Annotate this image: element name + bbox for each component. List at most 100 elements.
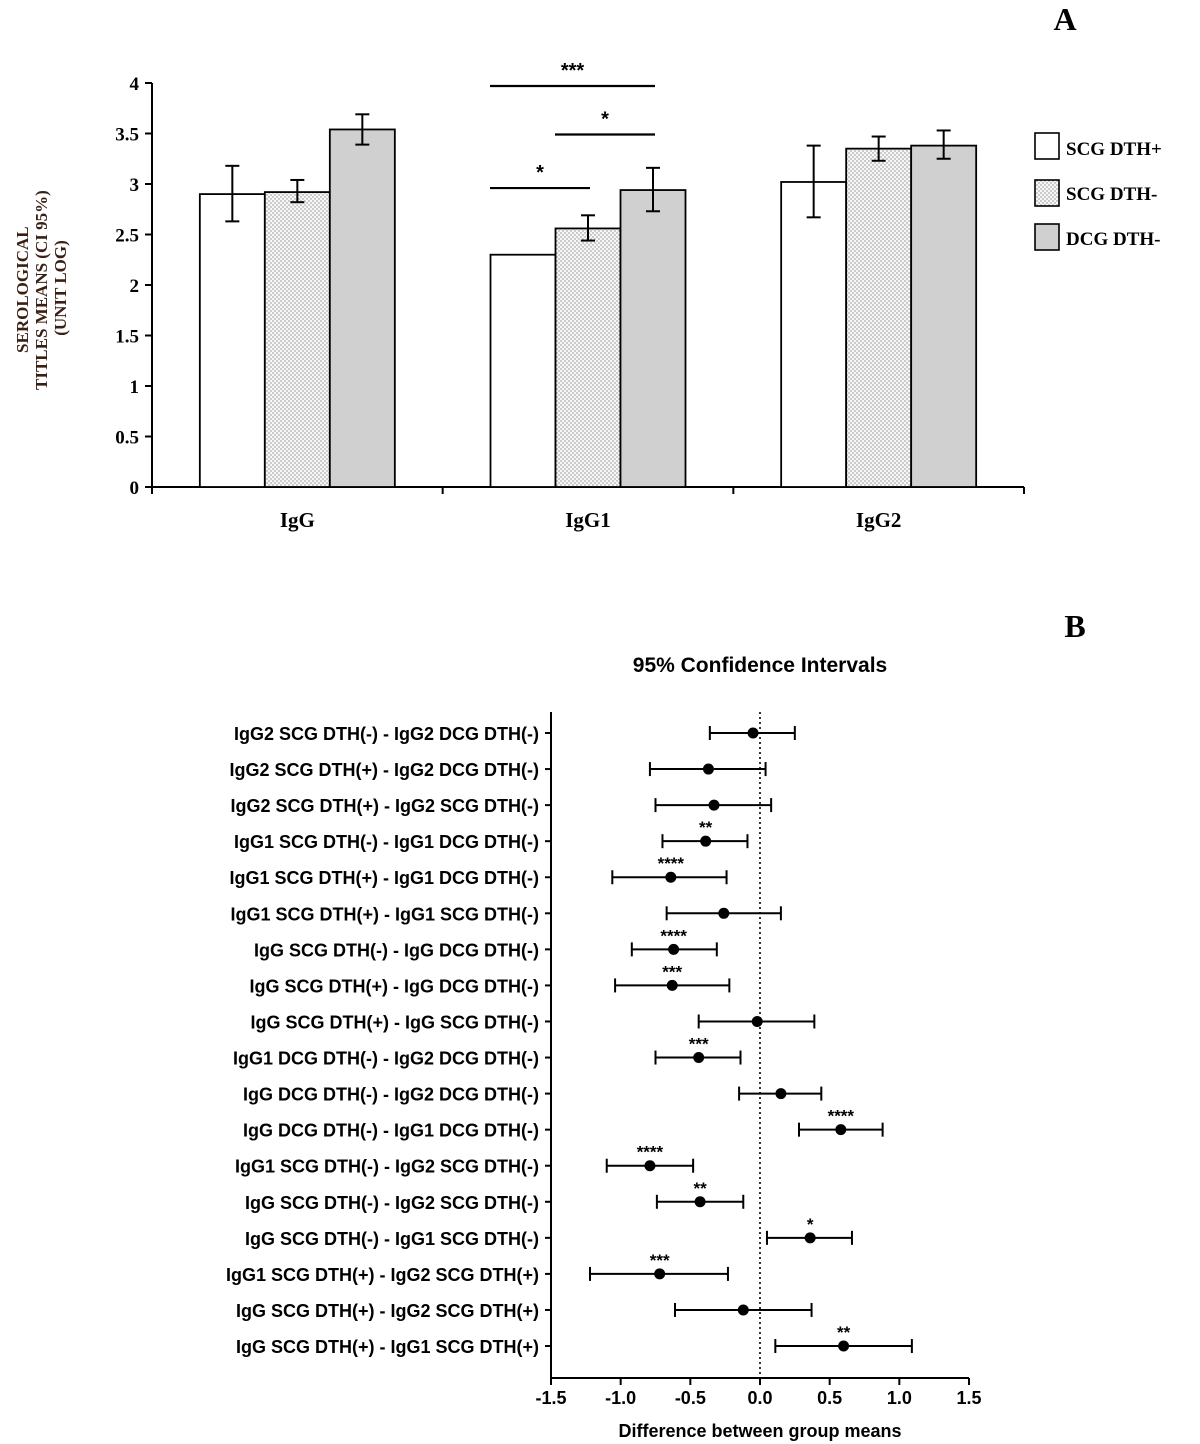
significance-label: ***	[689, 1035, 709, 1054]
y-tick-label: 0	[130, 478, 140, 499]
comparison-label: IgG DCG DTH(-) - IgG1 DCG DTH(-)	[243, 1121, 539, 1141]
comparison-row: IgG DCG DTH(-) - IgG1 DCG DTH(-) ****	[243, 1107, 884, 1141]
panel-b-title: 95% Confidence Intervals	[633, 654, 887, 677]
error-bar-igg2-scg-dth-plus	[806, 144, 821, 219]
mean-point	[708, 799, 720, 811]
comparison-label: IgG2 SCG DTH(+) - IgG2 DCG DTH(-)	[230, 760, 540, 780]
mean-point	[694, 1196, 706, 1208]
error-bar-igg2-dcg-dth	[936, 129, 951, 160]
x-tick-label: -1.5	[535, 1388, 566, 1408]
panel-a-y-axis-label: SEROLOGICAL TITLES MEANS (CI 95%) (UNIT …	[13, 186, 70, 390]
significance-label: ***	[662, 962, 682, 981]
comparison-row: IgG SCG DTH(-) - IgG DCG DTH(-) ****	[254, 926, 718, 960]
mean-point	[718, 907, 730, 919]
x-tick-label: 1.5	[956, 1388, 981, 1408]
error-bar-igg2-scg-dth	[871, 135, 886, 162]
significance-label: ***	[650, 1251, 670, 1270]
comparison-row: IgG1 DCG DTH(-) - IgG2 DCG DTH(-) ***	[233, 1035, 742, 1069]
comparison-label: IgG1 SCG DTH(-) - IgG2 SCG DTH(-)	[235, 1157, 539, 1177]
mean-point	[775, 1088, 787, 1100]
legend-label-dcg-dth-minus: DCG DTH-	[1066, 229, 1160, 250]
comparison-row: IgG SCG DTH(-) - IgG1 SCG DTH(-) *	[245, 1215, 853, 1249]
bar-igg-dcg-dth	[328, 128, 396, 488]
panel-b-letter: B	[1064, 608, 1085, 644]
significance-label: **	[693, 1179, 707, 1198]
significance-label: ****	[660, 926, 687, 945]
comparison-row: IgG2 SCG DTH(+) - IgG2 DCG DTH(-)	[230, 760, 767, 780]
significance-label: *	[536, 162, 544, 184]
comparison-label: IgG2 SCG DTH(+) - IgG2 SCG DTH(-)	[231, 796, 540, 816]
comparison-row: IgG DCG DTH(-) - IgG2 DCG DTH(-)	[243, 1085, 823, 1105]
mean-point	[747, 727, 759, 739]
comparison-row: IgG SCG DTH(+) - IgG1 SCG DTH(+) **	[236, 1323, 913, 1357]
significance-label: ***	[561, 60, 585, 82]
comparison-label: IgG SCG DTH(-) - IgG1 SCG DTH(-)	[245, 1229, 539, 1249]
x-tick-label: 0.0	[747, 1388, 772, 1408]
mean-point	[702, 763, 714, 775]
error-bar-igg-scg-dth-plus	[225, 164, 240, 223]
comparison-label: IgG SCG DTH(-) - IgG DCG DTH(-)	[254, 940, 539, 960]
y-tick-label: 2	[130, 276, 140, 297]
comparison-row: IgG SCG DTH(+) - IgG2 SCG DTH(+)	[236, 1301, 813, 1321]
error-bar-igg-scg-dth	[290, 178, 305, 204]
y-tick-label: 0.5	[115, 428, 139, 449]
x-tick-label: -1.0	[605, 1388, 636, 1408]
mean-point	[666, 979, 678, 991]
comparison-row: IgG1 SCG DTH(-) - IgG1 DCG DTH(-) **	[234, 818, 749, 852]
error-bar-igg1-scg-dth	[581, 214, 595, 242]
bar-igg1-scg-dth-plus	[489, 253, 557, 488]
comparison-label: IgG1 SCG DTH(+) - IgG1 SCG DTH(-)	[231, 904, 540, 924]
x-tick-label: 0.5	[817, 1388, 842, 1408]
legend-swatch-dcg-dth-minus	[1034, 223, 1060, 251]
comparison-row: IgG SCG DTH(+) - IgG DCG DTH(-) ***	[250, 962, 731, 996]
panel-a-bars	[198, 128, 978, 488]
y-axis-label-line-2: TITLES MEANS (CI 95%)	[32, 190, 51, 390]
panel-b-confidence-interval-plot: B 95% Confidence Intervals -1.5 -1.0 -0.5 0…	[226, 608, 1086, 1441]
comparison-row: IgG1 SCG DTH(+) - IgG1 SCG DTH(-)	[231, 904, 782, 924]
x-tick-label: 1.0	[887, 1388, 912, 1408]
significance-label: **	[699, 818, 713, 837]
mean-point	[835, 1124, 847, 1136]
significance-bracket: ***	[490, 60, 655, 88]
y-tick-label: 3.5	[115, 125, 139, 146]
comparison-label: IgG2 SCG DTH(-) - IgG2 DCG DTH(-)	[234, 724, 539, 744]
mean-point	[737, 1304, 749, 1316]
comparison-row: IgG SCG DTH(+) - IgG SCG DTH(-)	[251, 1012, 816, 1032]
bar-igg-scg-dth	[263, 191, 331, 488]
y-tick-label: 1	[130, 377, 140, 398]
significance-label: *	[807, 1215, 814, 1234]
panel-b-comparisons: IgG2 SCG DTH(-) - IgG2 DCG DTH(-) IgG2 SC…	[226, 724, 913, 1357]
panel-a-legend: SCG DTH+ SCG DTH- DCG DTH-	[1034, 132, 1162, 251]
category-label-igg1: IgG1	[565, 508, 611, 532]
error-bar-igg-dcg-dth	[355, 113, 370, 146]
significance-bracket: *	[555, 109, 655, 136]
significance-label: **	[837, 1323, 851, 1342]
significance-bracket: *	[490, 162, 590, 190]
error-bar-igg1-dcg-dth	[646, 166, 660, 213]
y-tick-label: 4	[130, 74, 140, 95]
comparison-label: IgG SCG DTH(+) - IgG DCG DTH(-)	[250, 976, 539, 996]
legend-swatch-scg-dth-minus	[1034, 179, 1060, 207]
y-tick-label: 2.5	[115, 226, 139, 247]
y-tick-label: 3	[130, 175, 140, 196]
comparison-label: IgG1 SCG DTH(+) - IgG2 SCG DTH(+)	[226, 1265, 539, 1285]
y-axis-label-line-1: SEROLOGICAL	[13, 227, 32, 353]
comparison-label: IgG SCG DTH(+) - IgG SCG DTH(-)	[251, 1012, 539, 1032]
category-label-igg2: IgG2	[856, 508, 902, 532]
bar-igg1-scg-dth	[554, 227, 622, 488]
legend-label-scg-dth-plus: SCG DTH+	[1066, 139, 1162, 160]
bar-igg2-dcg-dth	[910, 144, 978, 488]
comparison-row: IgG1 SCG DTH(-) - IgG2 SCG DTH(-) ****	[235, 1143, 695, 1177]
y-axis-label-line-3: (UNIT LOG)	[51, 240, 70, 336]
mean-point	[700, 835, 712, 847]
panel-a-bar-chart: A SEROLOGICAL TITLES MEANS (CI 95%) (UNI…	[13, 1, 1162, 532]
mean-point	[838, 1340, 850, 1352]
x-tick-label: -0.5	[675, 1388, 706, 1408]
panel-a-error-bars	[225, 113, 951, 242]
mean-point	[665, 871, 677, 883]
significance-label: ****	[828, 1107, 855, 1126]
comparison-row: IgG1 SCG DTH(+) - IgG1 DCG DTH(-) ****	[230, 854, 728, 888]
comparison-label: IgG SCG DTH(+) - IgG1 SCG DTH(+)	[236, 1337, 539, 1357]
comparison-row: IgG SCG DTH(-) - IgG2 SCG DTH(-) **	[245, 1179, 745, 1213]
